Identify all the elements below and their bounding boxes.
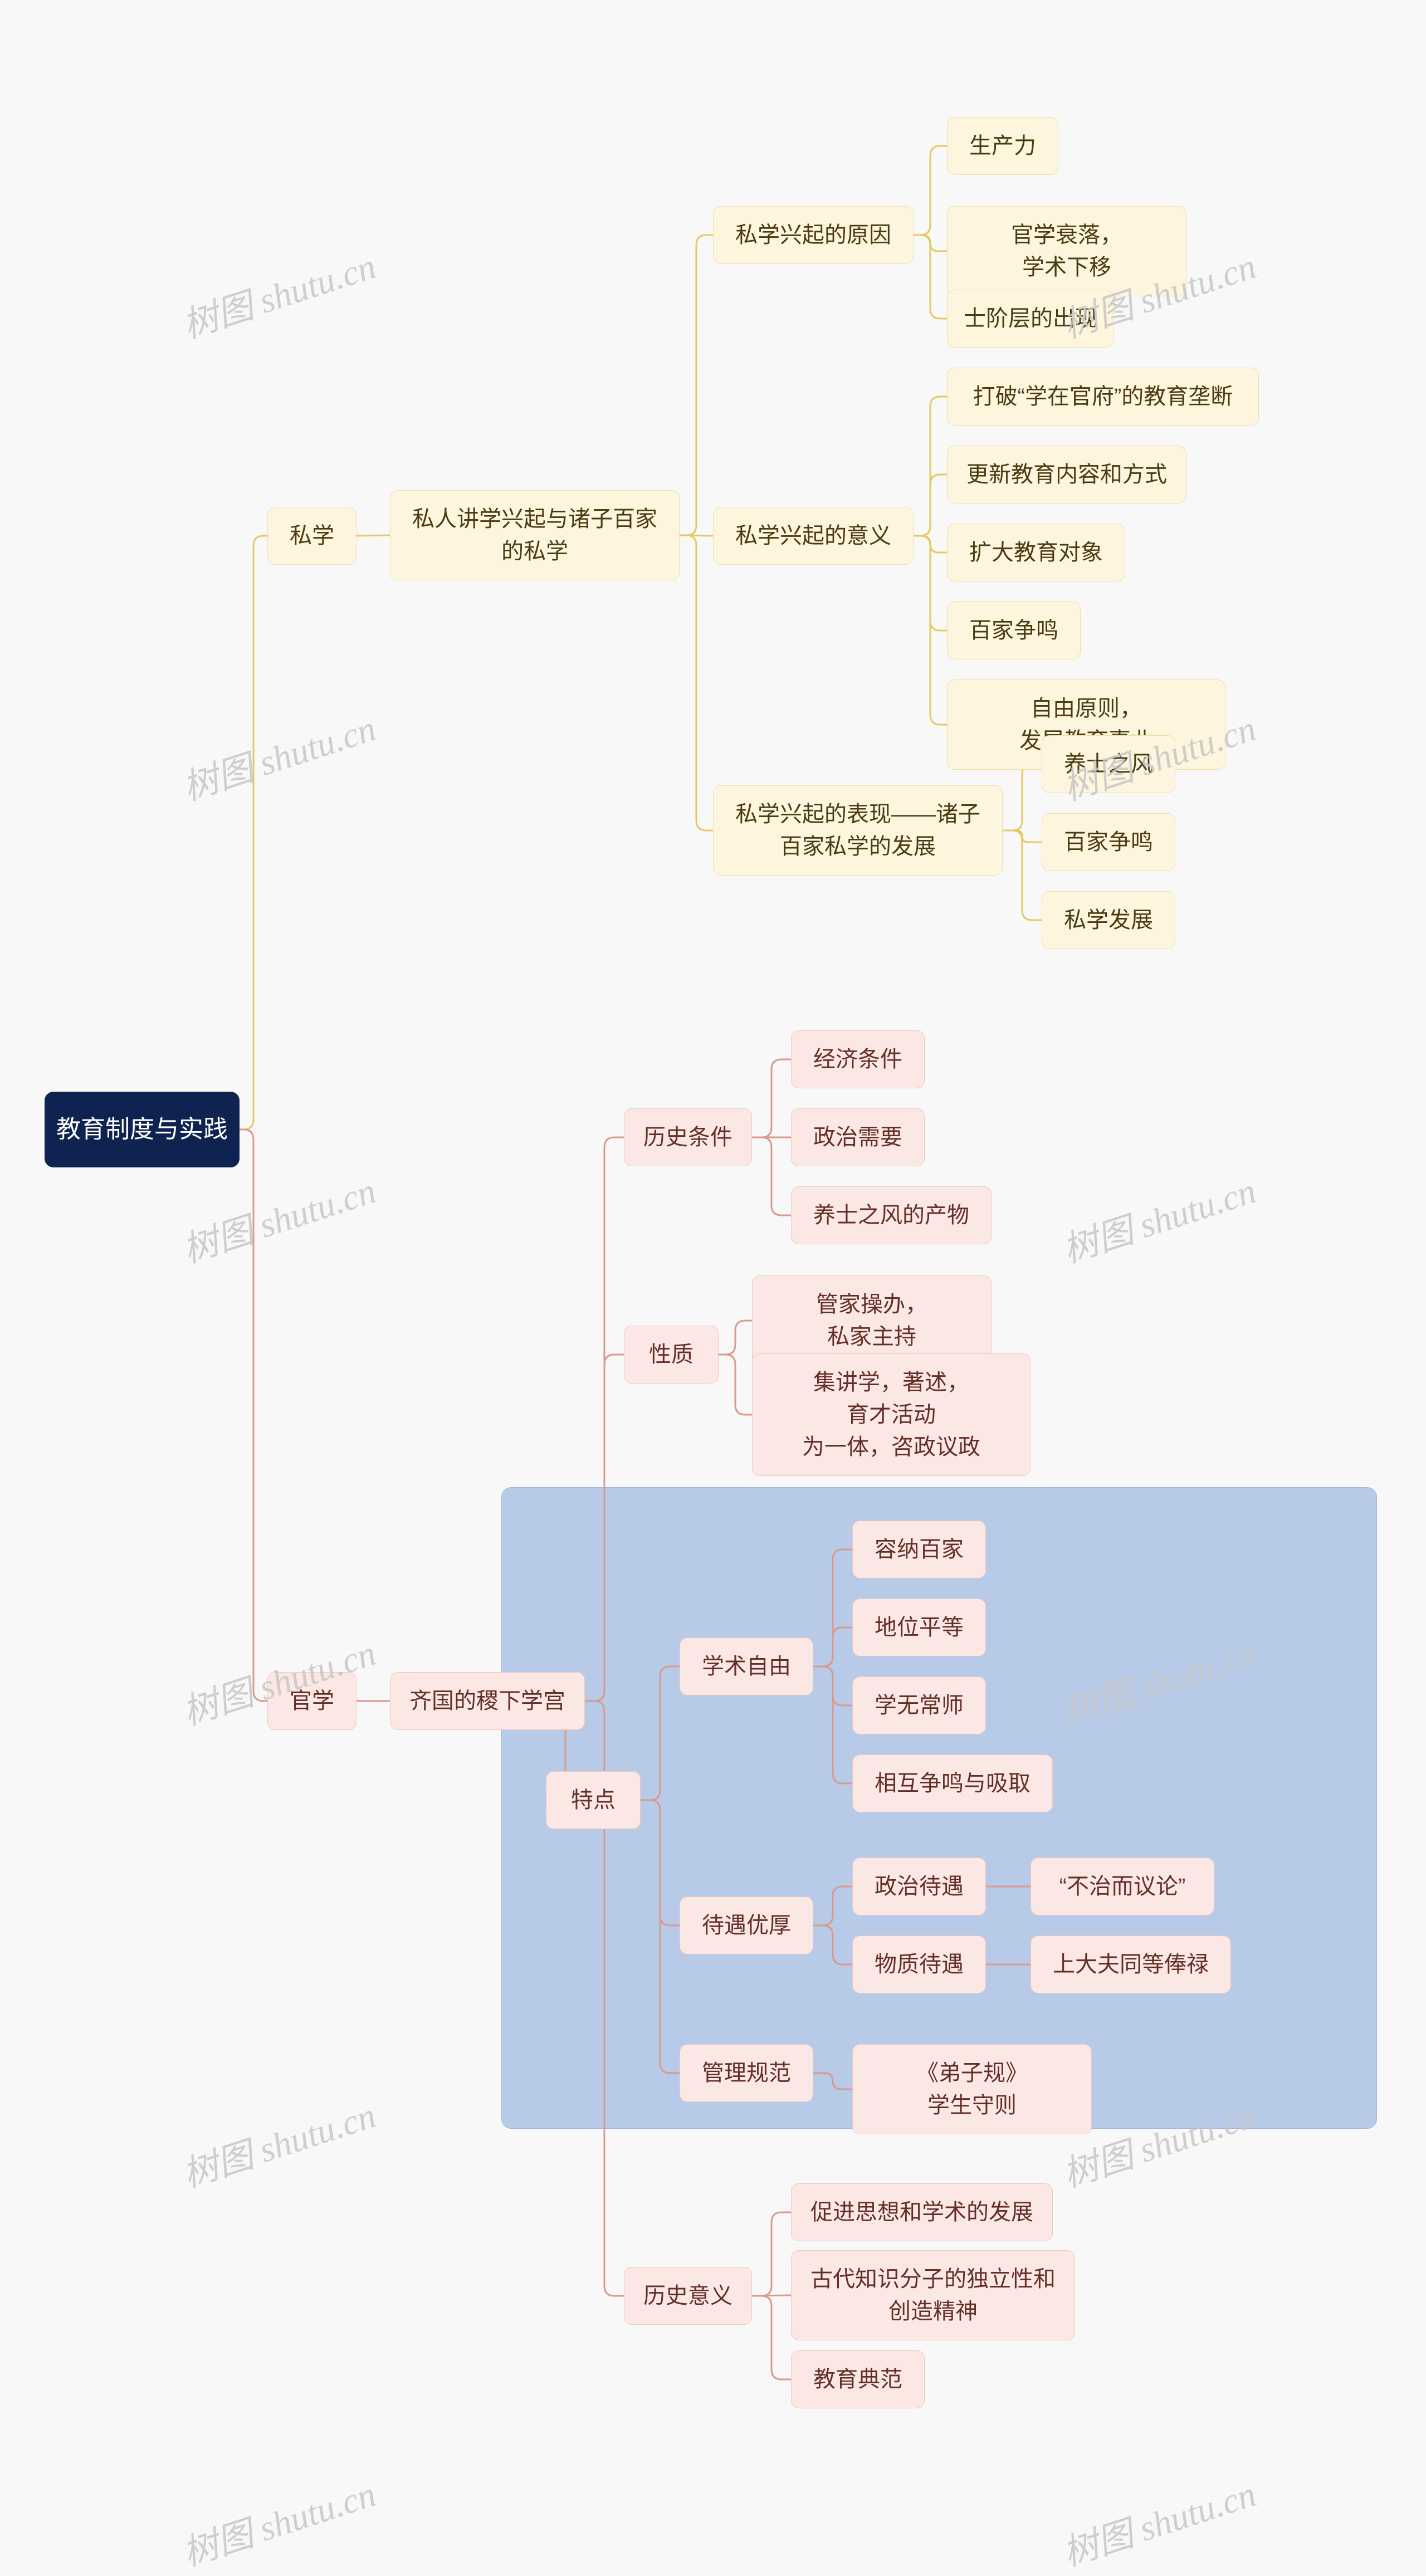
node-gx-t1a: “不治而议论” — [1031, 1858, 1214, 1915]
node-sx-m1: 打破“学在官府”的教育垄断 — [947, 368, 1259, 426]
watermark: 树图 shutu.cn — [175, 700, 382, 810]
node-gx-h2: 古代知识分子的独立性和 创造精神 — [791, 2250, 1075, 2340]
node-sx-m3: 扩大教育对象 — [947, 524, 1125, 581]
node-guanxue: 官学 — [267, 1672, 356, 1730]
node-gx-f2: 地位平等 — [852, 1599, 986, 1656]
node-gx-h3: 教育典范 — [791, 2350, 925, 2408]
node-gx-f4: 相互争鸣与吸取 — [852, 1754, 1053, 1812]
node-sx-c2: 官学衰落，学术下移 — [947, 206, 1186, 296]
node-gx-f1: 容纳百家 — [852, 1521, 986, 1578]
node-gx-f3: 学无常师 — [852, 1676, 986, 1734]
node-gx-nat: 性质 — [624, 1326, 719, 1384]
node-sx-c3: 士阶层的出现 — [947, 290, 1114, 348]
node-gx-n2: 集讲学，著述，育才活动 为一体，咨政议政 — [752, 1353, 1031, 1476]
watermark: 树图 shutu.cn — [175, 2466, 382, 2576]
watermark: 树图 shutu.cn — [175, 1162, 382, 1273]
node-gx-cond: 历史条件 — [624, 1108, 752, 1166]
node-sx-e2: 百家争鸣 — [1042, 813, 1175, 871]
node-gx-hist: 历史意义 — [624, 2267, 752, 2325]
node-gx-co3: 养士之风的产物 — [791, 1186, 992, 1244]
node-gx-t1: 政治待遇 — [852, 1858, 986, 1915]
node-gx-co2: 政治需要 — [791, 1108, 925, 1166]
node-sx-e1: 养士之风 — [1042, 735, 1175, 793]
node-sx-mean: 私学兴起的意义 — [713, 507, 914, 565]
node-root: 教育制度与实践 — [45, 1092, 240, 1167]
node-sx-cause: 私学兴起的原因 — [713, 206, 914, 264]
node-gx-mg1: 《弟子规》学生守则 — [852, 2044, 1092, 2134]
node-gx-jixia: 齐国的稷下学宫 — [390, 1672, 585, 1730]
node-gx-t2: 物质待遇 — [852, 1935, 986, 1993]
watermark: 树图 shutu.cn — [175, 2087, 382, 2197]
node-sixue: 私学 — [267, 507, 356, 565]
node-gx-t2a: 上大夫同等俸禄 — [1031, 1935, 1231, 1993]
watermark: 树图 shutu.cn — [175, 238, 382, 348]
node-gx-feat: 特点 — [546, 1771, 641, 1829]
watermark: 树图 shutu.cn — [1056, 1162, 1262, 1273]
node-sx-expr: 私学兴起的表现——诸子 百家私学的发展 — [713, 785, 1003, 876]
watermark: 树图 shutu.cn — [1056, 2466, 1262, 2576]
node-gx-h1: 促进思想和学术的发展 — [791, 2183, 1053, 2241]
node-sx-e3: 私学发展 — [1042, 891, 1175, 949]
node-gx-treat: 待遇优厚 — [680, 1896, 813, 1954]
node-sx-m4: 百家争鸣 — [947, 602, 1081, 659]
node-sx-m2: 更新教育内容和方式 — [947, 446, 1186, 504]
node-gx-mgmt: 管理规范 — [680, 2044, 813, 2102]
node-gx-co1: 经济条件 — [791, 1030, 925, 1088]
node-gx-n1: 管家操办，私家主持 — [752, 1275, 992, 1366]
node-sx-c1: 生产力 — [947, 117, 1058, 175]
mindmap-canvas: 教育制度与实践 私学私人讲学兴起与诸子百家 的私学 私学兴起的原因生产力官学衰落，学… — [0, 0, 1426, 2568]
node-gx-free: 学术自由 — [680, 1638, 813, 1695]
node-sixue-main: 私人讲学兴起与诸子百家 的私学 — [390, 490, 680, 580]
